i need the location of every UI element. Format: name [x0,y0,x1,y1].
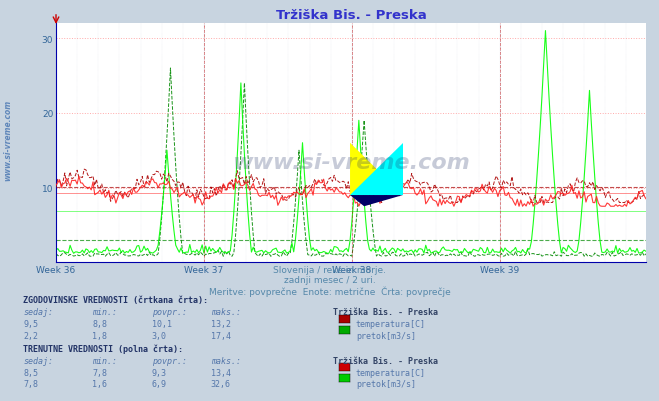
Text: maks.:: maks.: [211,308,241,316]
Text: Tržiška Bis. - Preska: Tržiška Bis. - Preska [333,308,438,316]
Polygon shape [350,196,403,207]
Text: temperatura[C]: temperatura[C] [356,368,426,377]
Text: Slovenija / reke in morje.: Slovenija / reke in morje. [273,265,386,274]
Text: 32,6: 32,6 [211,379,231,388]
Text: 8,8: 8,8 [92,320,107,328]
Polygon shape [350,143,403,196]
Text: pretok[m3/s]: pretok[m3/s] [356,379,416,388]
Text: min.:: min.: [92,356,117,365]
Text: 13,2: 13,2 [211,320,231,328]
Text: 9,3: 9,3 [152,368,167,377]
Text: sedaj:: sedaj: [23,356,53,365]
Text: 2,2: 2,2 [23,331,38,340]
Text: pretok[m3/s]: pretok[m3/s] [356,331,416,340]
Text: 8,5: 8,5 [23,368,38,377]
Text: www.si-vreme.com: www.si-vreme.com [3,100,13,181]
Text: povpr.:: povpr.: [152,308,186,316]
Text: 17,4: 17,4 [211,331,231,340]
Text: 13,4: 13,4 [211,368,231,377]
Text: min.:: min.: [92,308,117,316]
Text: ZGODOVINSKE VREDNOSTI (črtkana črta):: ZGODOVINSKE VREDNOSTI (črtkana črta): [23,296,208,304]
Text: 1,8: 1,8 [92,331,107,340]
Text: TRENUTNE VREDNOSTI (polna črta):: TRENUTNE VREDNOSTI (polna črta): [23,344,183,353]
Text: www.si-vreme.com: www.si-vreme.com [232,152,470,172]
Text: 1,6: 1,6 [92,379,107,388]
Text: Meritve: povprečne  Enote: metrične  Črta: povprečje: Meritve: povprečne Enote: metrične Črta:… [209,286,450,296]
Text: 6,9: 6,9 [152,379,167,388]
Text: 9,5: 9,5 [23,320,38,328]
Text: 3,0: 3,0 [152,331,167,340]
Text: maks.:: maks.: [211,356,241,365]
Text: temperatura[C]: temperatura[C] [356,320,426,328]
Text: 10,1: 10,1 [152,320,171,328]
Text: zadnji mesec / 2 uri.: zadnji mesec / 2 uri. [283,275,376,284]
Polygon shape [350,143,403,196]
Title: Tržiška Bis. - Preska: Tržiška Bis. - Preska [275,8,426,22]
Text: Tržiška Bis. - Preska: Tržiška Bis. - Preska [333,356,438,365]
Text: 7,8: 7,8 [92,368,107,377]
Text: 7,8: 7,8 [23,379,38,388]
Text: povpr.:: povpr.: [152,356,186,365]
Text: sedaj:: sedaj: [23,308,53,316]
